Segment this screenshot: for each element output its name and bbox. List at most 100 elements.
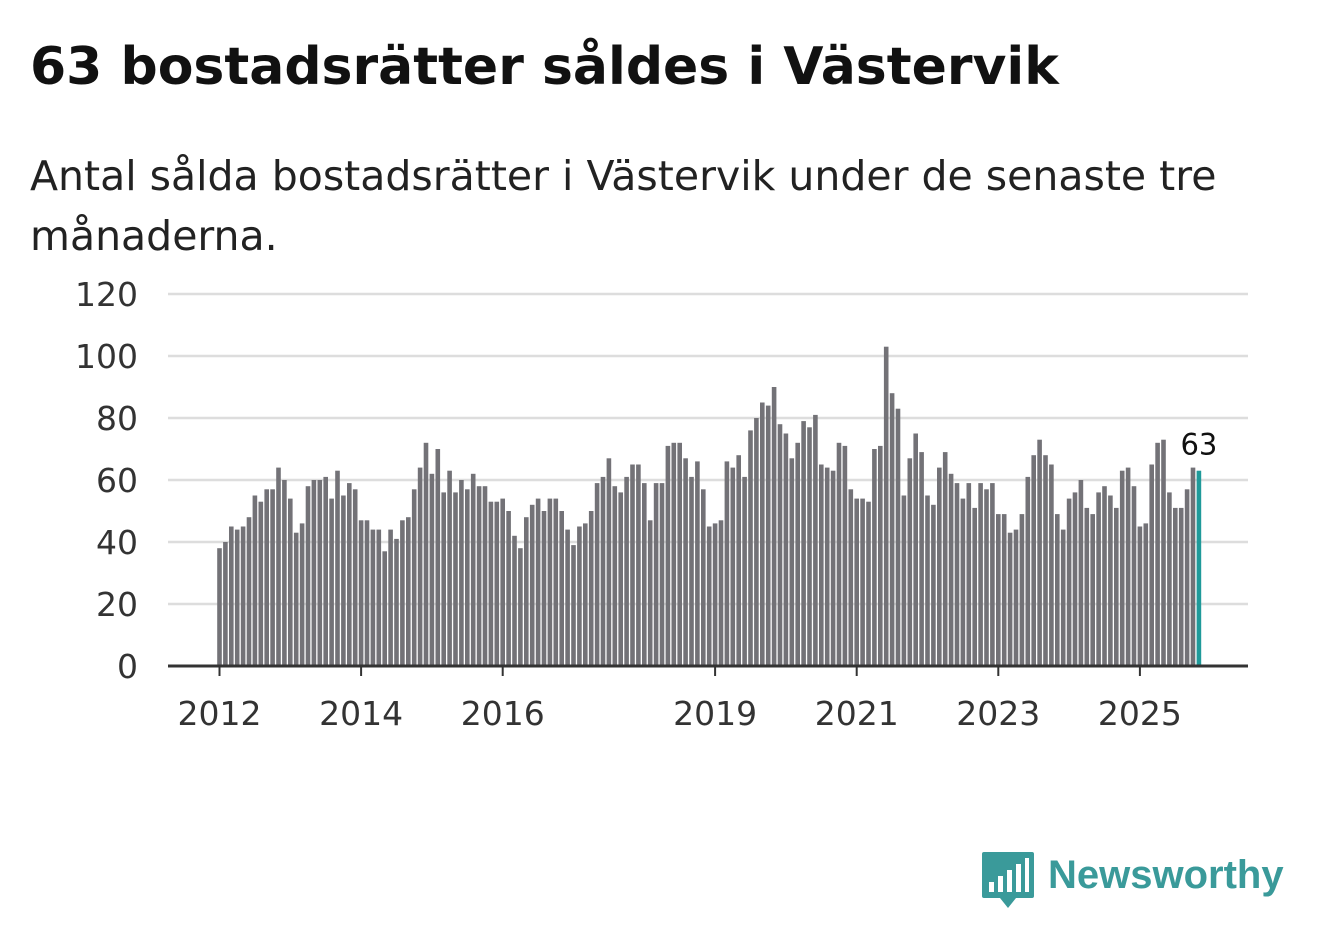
bar <box>482 486 488 666</box>
bar <box>824 467 830 666</box>
bar <box>358 520 364 666</box>
x-tick-label: 2016 <box>461 694 545 733</box>
bar <box>706 526 712 666</box>
bar <box>258 501 264 666</box>
bar <box>659 483 665 666</box>
bar <box>406 517 411 666</box>
y-tick-label: 100 <box>75 337 138 376</box>
brand-name: Newsworthy <box>1048 853 1284 897</box>
y-tick-label: 80 <box>96 399 138 438</box>
bar <box>730 467 736 666</box>
bar <box>624 476 629 666</box>
bar <box>347 483 352 666</box>
bar <box>583 523 588 666</box>
bar <box>872 449 877 666</box>
bar <box>217 548 222 666</box>
y-tick-label: 60 <box>96 461 138 500</box>
bar <box>1184 489 1190 666</box>
bar <box>293 532 299 666</box>
bar <box>1090 514 1095 666</box>
bar <box>447 470 452 666</box>
bar <box>1190 467 1196 666</box>
bar <box>777 424 783 666</box>
x-tick-label: 2012 <box>178 694 262 733</box>
bar <box>942 452 948 666</box>
bar <box>742 476 747 666</box>
bar <box>807 427 812 666</box>
bar <box>364 520 370 666</box>
bar <box>712 523 718 666</box>
bar <box>382 551 387 666</box>
x-tick-label: 2025 <box>1098 694 1182 733</box>
bar <box>642 483 647 666</box>
bar <box>352 489 358 666</box>
bar <box>860 498 865 666</box>
x-tick-label: 2019 <box>673 694 757 733</box>
bar <box>1149 464 1154 666</box>
bar <box>547 498 553 666</box>
bar <box>1055 514 1060 666</box>
bar <box>1049 464 1054 666</box>
bar <box>653 483 659 666</box>
bar <box>754 418 759 666</box>
y-tick-label: 20 <box>96 585 138 624</box>
bar <box>931 504 936 666</box>
bar <box>317 480 323 666</box>
bar <box>529 504 535 666</box>
newsworthy-bars-icon <box>982 852 1034 908</box>
bar <box>252 495 258 666</box>
bar <box>677 442 682 666</box>
bar <box>1108 495 1113 666</box>
bar <box>1031 455 1036 666</box>
y-tick-label: 0 <box>117 647 138 686</box>
x-tick-label: 2014 <box>319 694 403 733</box>
bar <box>223 542 228 666</box>
bar-highlight <box>1196 470 1202 666</box>
bar <box>937 467 942 666</box>
bar <box>695 461 700 666</box>
bar <box>842 445 848 666</box>
bar <box>765 405 771 666</box>
bar <box>1143 523 1149 666</box>
bar <box>636 464 641 666</box>
chart-subtitle: Antal sålda bostadsrätter i Västervik un… <box>30 152 1217 260</box>
bar <box>701 489 706 666</box>
bar <box>972 507 977 666</box>
bar <box>417 467 423 666</box>
bar <box>600 476 606 666</box>
bar <box>535 498 541 666</box>
bar <box>329 498 334 666</box>
bar <box>394 538 399 666</box>
bar <box>671 442 677 666</box>
bar <box>966 483 972 666</box>
bar <box>577 526 582 666</box>
bar <box>376 529 382 666</box>
bar <box>276 467 281 666</box>
bar <box>541 511 547 666</box>
bar <box>1102 486 1107 666</box>
bar <box>1161 439 1166 666</box>
bar <box>335 470 340 666</box>
bar <box>429 473 435 666</box>
bar <box>1037 439 1042 666</box>
bar <box>948 473 954 666</box>
bar <box>748 430 753 666</box>
bar <box>311 480 317 666</box>
bar <box>960 498 966 666</box>
bar <box>1060 529 1066 666</box>
bar <box>500 498 505 666</box>
bar <box>459 480 464 666</box>
data-labels: 63 <box>1180 428 1217 462</box>
chart-title: 63 bostadsrätter såldes i Västervik <box>30 37 1059 97</box>
bar <box>990 483 995 666</box>
bar <box>506 511 511 666</box>
bar <box>878 445 883 666</box>
bar <box>341 495 346 666</box>
bar <box>795 442 800 666</box>
bar <box>234 529 240 666</box>
bar <box>229 526 234 666</box>
bar <box>476 486 482 666</box>
bar <box>435 449 441 666</box>
bar <box>819 464 824 666</box>
bar <box>996 514 1001 666</box>
